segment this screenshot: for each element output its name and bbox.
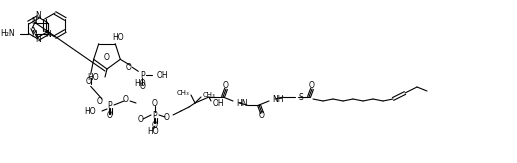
Text: O: O [259,111,265,120]
Text: O: O [126,63,131,72]
Text: HO: HO [87,73,99,82]
Text: H₂N: H₂N [0,29,14,38]
Text: OH: OH [213,98,224,108]
Text: HO: HO [147,126,159,135]
Text: O: O [107,111,113,120]
Text: P: P [108,101,112,110]
Text: N: N [35,12,41,21]
Text: O: O [138,116,144,125]
Text: O: O [123,96,129,104]
Text: CH₃: CH₃ [176,90,189,96]
Text: O: O [97,96,103,105]
Text: S: S [299,92,303,102]
Text: P: P [153,111,157,119]
Text: OH: OH [156,71,168,80]
Text: O: O [104,53,110,62]
Text: O: O [140,82,145,91]
Text: N: N [31,17,37,26]
Text: NH: NH [272,95,283,104]
Text: HO: HO [84,106,96,116]
Text: HO: HO [134,79,146,88]
Text: O: O [164,112,170,121]
Text: N: N [31,30,37,39]
Text: CH₃: CH₃ [203,92,216,98]
Text: HO: HO [112,33,124,42]
Text: N: N [45,30,51,39]
Text: N: N [35,35,41,44]
Text: O: O [152,99,158,109]
Text: O: O [223,82,229,90]
Text: O: O [152,120,158,129]
Text: O: O [86,77,92,86]
Text: O: O [309,82,315,90]
Text: HN: HN [236,98,248,108]
Text: P: P [140,71,145,80]
